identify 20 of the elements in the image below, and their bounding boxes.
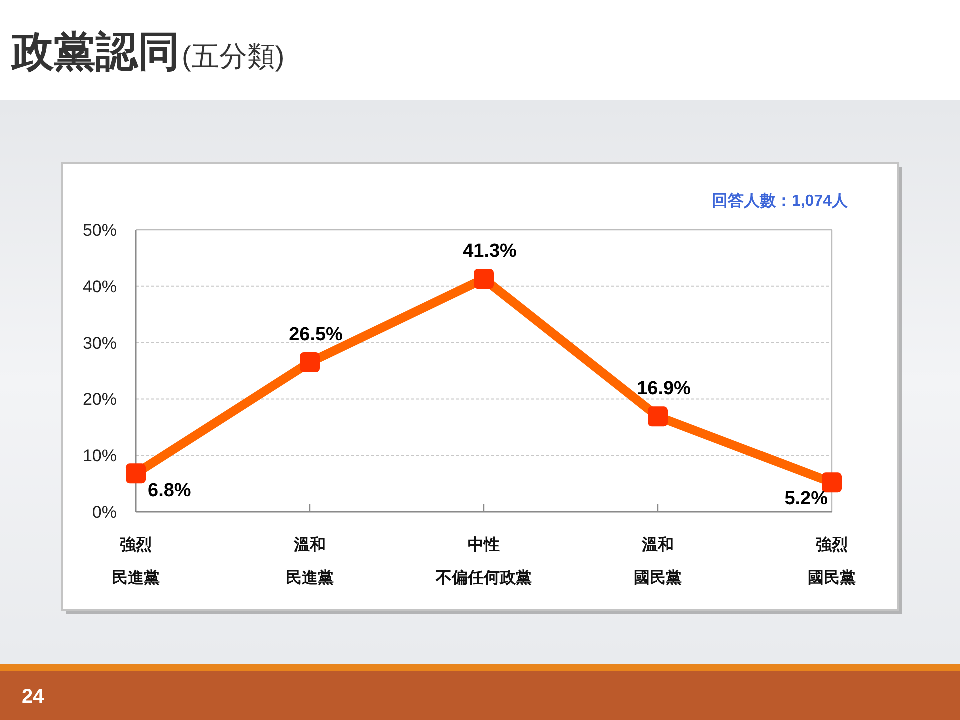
xtick: 溫和國民黨 <box>634 537 682 587</box>
xtick: 溫和民進黨 <box>286 537 334 587</box>
data-label: 16.9% <box>637 378 691 400</box>
annotation: 24 <box>22 686 44 708</box>
ytick: 10% <box>82 446 117 466</box>
subtitle: (五分類) <box>182 41 285 72</box>
xtick: 強烈民進黨 <box>112 537 160 587</box>
ytick: 40% <box>82 277 117 296</box>
ytick: 20% <box>82 390 117 410</box>
ytick: 50% <box>82 221 117 240</box>
data-label: 41.3% <box>463 241 517 262</box>
xtick: 中性不偏任何政黨 <box>436 537 532 587</box>
ytick: 0% <box>92 503 117 522</box>
data-label: 6.8% <box>148 480 192 502</box>
title: 政黨認同 <box>12 28 180 75</box>
ytick: 30% <box>82 334 117 353</box>
data-label: 26.5% <box>289 324 343 346</box>
annotation: 回答人數：1,074人 <box>712 193 848 210</box>
xtick: 強烈國民黨 <box>808 537 856 587</box>
data-label: 5.2% <box>784 488 828 510</box>
